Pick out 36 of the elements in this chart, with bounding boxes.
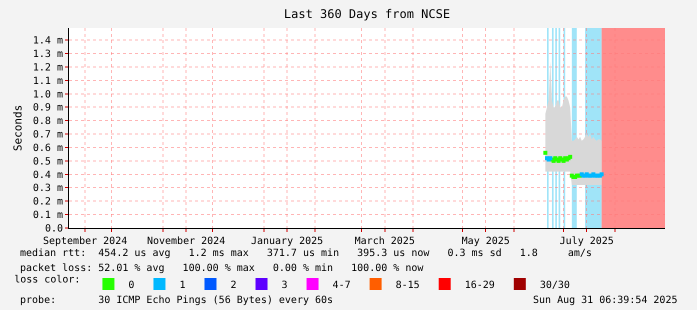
legend-label: 2 bbox=[230, 280, 237, 291]
y-tick-label: 0.2 m bbox=[32, 196, 63, 208]
legend-label: 0 bbox=[128, 280, 134, 291]
text: packet loss: 52.01 % avg 100.00 % max 0.00 % min 100.00 % now bbox=[20, 263, 424, 274]
y-tick-label: 1.2 m bbox=[32, 62, 63, 74]
x-tick-label: May 2025 bbox=[462, 236, 510, 247]
x-tick-label: January 2025 bbox=[250, 236, 324, 247]
text: Sun Aug 31 06:39:54 2025 bbox=[533, 295, 678, 306]
x-tick-label: March 2025 bbox=[354, 236, 415, 247]
y-tick-label: 0.4 m bbox=[32, 170, 63, 181]
x-tick-label: July 2025 bbox=[560, 236, 614, 247]
legend-label: 30/30 bbox=[540, 280, 570, 291]
y-axis-title: Seconds bbox=[12, 104, 25, 152]
y-tick-label: 0.9 m bbox=[32, 102, 63, 114]
x-tick-label: September 2024 bbox=[42, 236, 128, 247]
y-tick-label: 0.3 m bbox=[32, 183, 63, 194]
y-tick-label: 0.6 m bbox=[32, 142, 63, 154]
legend-label: 4-7 bbox=[332, 280, 351, 291]
x-tick-label: November 2024 bbox=[146, 236, 226, 247]
y-tick-label: 1.0 m bbox=[32, 89, 63, 100]
text: probe: 30 ICMP Echo Pings (56 Bytes) every 60s bbox=[20, 295, 334, 306]
y-tick-label: 0.7 m bbox=[32, 130, 63, 141]
legend-label: 1 bbox=[179, 280, 186, 291]
y-tick-label: 1.4 m bbox=[32, 36, 63, 47]
legend-label: 16-29 bbox=[464, 280, 495, 291]
y-tick-label: 1.3 m bbox=[32, 49, 63, 60]
legend-title: loss color: bbox=[14, 274, 80, 286]
y-tick-label: 0.0 bbox=[44, 224, 63, 234]
legend-label: 3 bbox=[282, 280, 288, 291]
y-tick-label: 0.5 m bbox=[32, 156, 63, 168]
y-tick-label: 1.1 m bbox=[32, 76, 63, 87]
y-tick-label: 0.1 m bbox=[32, 210, 63, 222]
text: median rtt: 454.2 us avg 1.2 ms max 371.7 us min 395.3 us now 0.3 ms sd 1.8 am/s bbox=[20, 248, 592, 259]
chart-title: Last 360 Days from NCSE bbox=[284, 7, 450, 22]
legend-label: 8-15 bbox=[396, 280, 420, 291]
y-tick-label: 0.8 m bbox=[32, 116, 63, 128]
